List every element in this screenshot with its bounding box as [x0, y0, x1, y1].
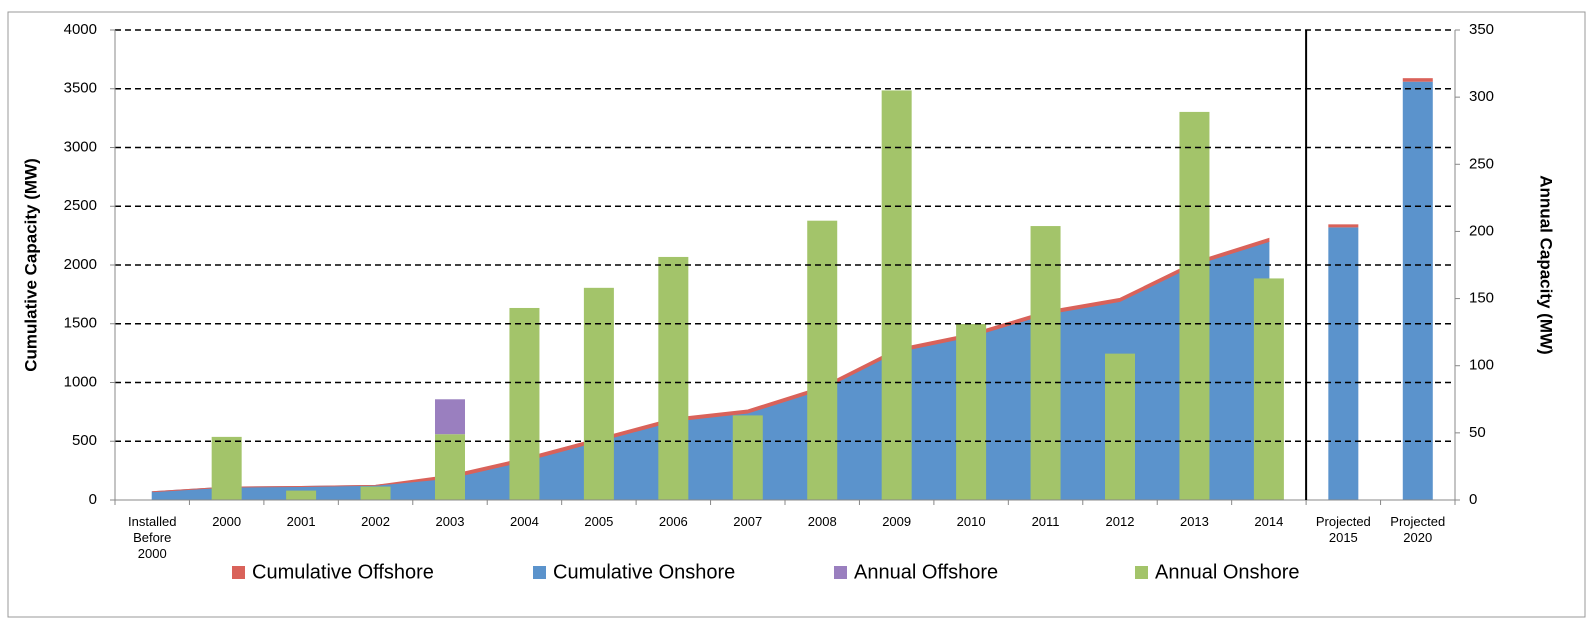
- legend-swatch: [834, 566, 847, 579]
- x-tick-label: 2000: [212, 514, 242, 529]
- legend-swatch: [232, 566, 245, 579]
- x-tick-label: Projected 2015: [1315, 514, 1371, 545]
- bar: [1328, 227, 1359, 500]
- y2-tick-label: 100: [1469, 357, 1494, 374]
- y2-axis-label: Annual Capacity (MW): [1537, 175, 1556, 354]
- x-tick-label: Installed Before 2000: [128, 514, 177, 561]
- y2-tick-label: 300: [1469, 88, 1494, 105]
- bar: [1253, 278, 1284, 500]
- x-tick-label: 2004: [509, 514, 539, 529]
- x-tick-label: 2014: [1254, 514, 1284, 529]
- x-tick-label: 2011: [1031, 514, 1060, 529]
- bar: [881, 90, 912, 500]
- area: [151, 240, 1270, 501]
- bar: [509, 307, 540, 500]
- x-tick-label: 2005: [584, 514, 614, 529]
- bar: [286, 490, 317, 500]
- legend-swatch: [1135, 566, 1148, 579]
- bar: [435, 434, 465, 500]
- x-tick-label: 2009: [882, 514, 912, 529]
- bar: [360, 486, 391, 500]
- x-tick-label: 2006: [658, 514, 688, 529]
- y2-tick-label: 250: [1469, 155, 1494, 172]
- legend-label: Cumulative Offshore: [252, 561, 434, 583]
- y-tick-label: 3000: [64, 138, 97, 155]
- bar: [211, 436, 242, 500]
- bar: [1179, 111, 1210, 501]
- y2-tick-label: 50: [1469, 424, 1486, 441]
- bar: [1105, 353, 1135, 500]
- y-tick-label: 3500: [64, 80, 97, 97]
- bar: [732, 415, 763, 500]
- x-tick-label: 2007: [733, 514, 763, 529]
- x-tick-label: 2010: [956, 514, 986, 529]
- y2-tick-label: 200: [1469, 222, 1494, 239]
- y2-tick-label: 150: [1469, 290, 1494, 307]
- bar: [583, 287, 614, 500]
- frame: [7, 11, 1586, 618]
- bar: [956, 324, 987, 500]
- bar: [1402, 81, 1433, 500]
- x-tick-label: 2003: [435, 514, 465, 529]
- x-tick-label: 2002: [361, 514, 390, 529]
- legend-label: Annual Offshore: [854, 561, 998, 583]
- bar: [658, 256, 689, 500]
- y-tick-label: 2000: [64, 256, 97, 273]
- y-tick-label: 1000: [64, 373, 97, 390]
- x-tick-label: Projected 2020: [1390, 514, 1446, 545]
- y2-tick-label: 350: [1469, 21, 1494, 38]
- y-tick-label: 4000: [64, 21, 97, 38]
- legend-label: Cumulative Onshore: [553, 561, 735, 583]
- x-tick-label: 2013: [1179, 514, 1209, 529]
- y-tick-label: 1500: [64, 315, 97, 332]
- x-tick-label: 2008: [807, 514, 837, 529]
- x-tick-label: 2012: [1105, 514, 1135, 529]
- y-axis-label: Cumulative Capacity (MW): [21, 158, 40, 371]
- bar: [1030, 226, 1061, 501]
- bar: [1402, 78, 1433, 82]
- y2-tick-label: 0: [1469, 491, 1477, 508]
- y-tick-label: 2500: [64, 197, 97, 214]
- legend-swatch: [533, 566, 546, 579]
- y-tick-label: 0: [89, 491, 97, 508]
- bar: [435, 399, 465, 435]
- y-tick-label: 500: [72, 432, 97, 449]
- bar: [807, 220, 838, 500]
- legend-label: Annual Onshore: [1155, 561, 1300, 583]
- x-tick-label: 2001: [286, 514, 316, 529]
- bar: [1328, 224, 1359, 228]
